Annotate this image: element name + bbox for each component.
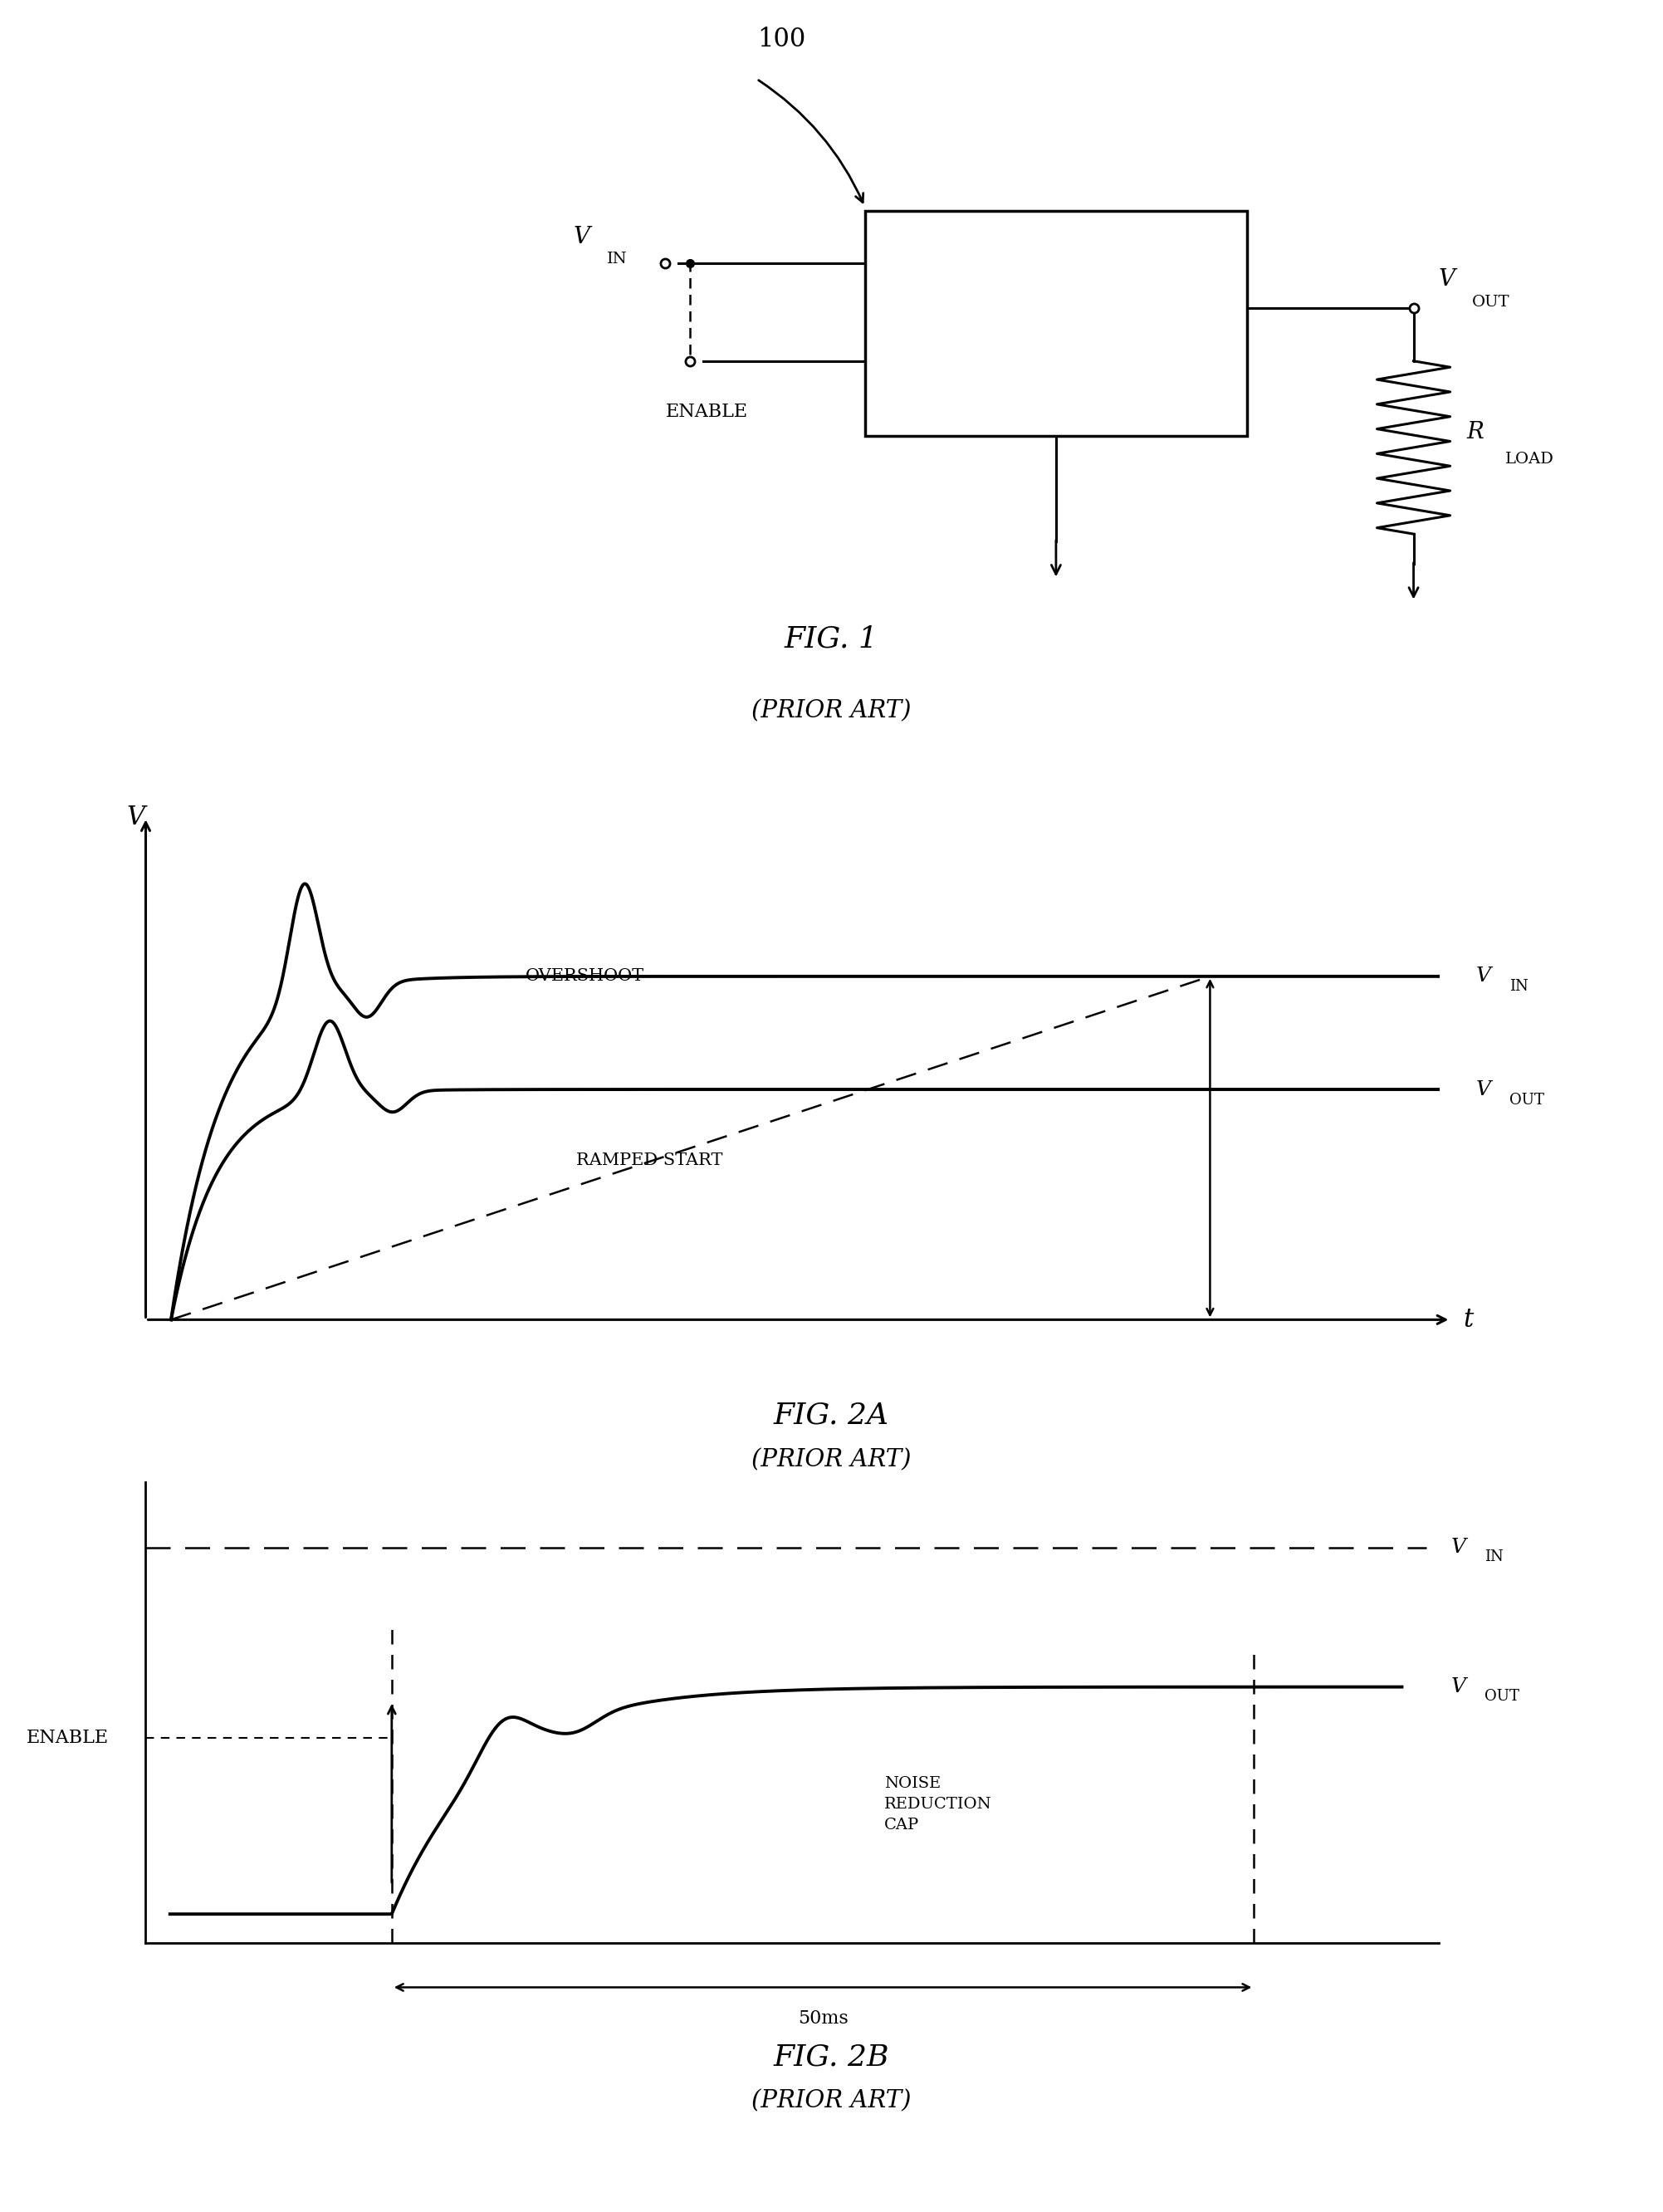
Text: (PRIOR ART): (PRIOR ART): [752, 2090, 911, 2112]
Text: V: V: [1452, 1677, 1467, 1697]
Text: 100: 100: [757, 27, 807, 53]
Text: IN: IN: [1485, 1548, 1503, 1564]
Text: NOISE
REDUCTION
CAP: NOISE REDUCTION CAP: [885, 1776, 993, 1832]
Text: V: V: [1477, 967, 1492, 987]
Text: FIG. 2B: FIG. 2B: [773, 2044, 890, 2070]
Text: FIG. 2A: FIG. 2A: [773, 1402, 890, 1429]
Text: V: V: [1452, 1537, 1467, 1557]
Text: R: R: [1467, 420, 1483, 445]
Text: (PRIOR ART): (PRIOR ART): [752, 1449, 911, 1471]
Text: V: V: [574, 226, 590, 248]
Text: (PRIOR ART): (PRIOR ART): [752, 699, 911, 723]
Text: OVERSHOOT: OVERSHOOT: [526, 969, 645, 984]
Text: RAMPED START: RAMPED START: [577, 1152, 723, 1168]
Text: FIG. 1: FIG. 1: [785, 626, 878, 653]
Bar: [865, 210, 1247, 436]
Text: V: V: [1477, 1079, 1492, 1099]
Text: ENABLE: ENABLE: [27, 1730, 108, 1747]
Text: LOAD: LOAD: [1505, 451, 1553, 467]
Text: 50ms: 50ms: [798, 2008, 848, 2028]
Text: V: V: [1438, 268, 1455, 292]
Text: OUT: OUT: [1485, 1688, 1518, 1703]
Text: t: t: [1463, 1307, 1473, 1332]
Text: OUT: OUT: [1472, 294, 1510, 310]
Text: V: V: [126, 805, 145, 830]
Text: IN: IN: [1508, 980, 1528, 995]
Text: ENABLE: ENABLE: [665, 403, 748, 420]
Text: OUT: OUT: [1508, 1093, 1543, 1108]
Text: IN: IN: [607, 252, 627, 268]
